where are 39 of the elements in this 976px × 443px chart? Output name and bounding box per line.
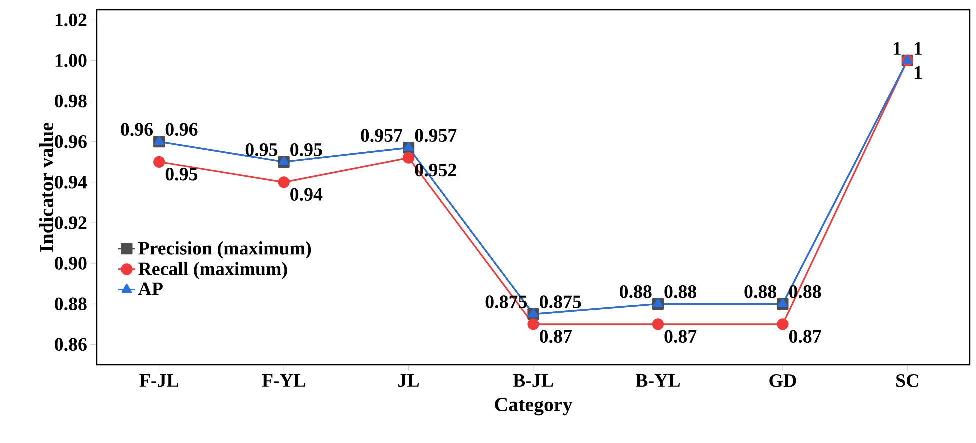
data-label: 0.96 xyxy=(166,123,198,136)
data-label: 0.88 xyxy=(620,286,652,298)
x-tick-label: SC xyxy=(896,374,918,388)
data-label: 0.88 xyxy=(664,286,697,298)
y-tick-label: 1.02 xyxy=(56,14,87,27)
data-label: 0.88 xyxy=(744,286,776,298)
data-label: 0.957 xyxy=(361,129,403,142)
data-label: 1 xyxy=(914,42,922,55)
data-label: 0.96 xyxy=(121,123,154,136)
y-axis-title: Indicator value xyxy=(39,123,54,252)
data-label: 1 xyxy=(914,66,922,80)
data-label: 0.875 xyxy=(540,296,582,308)
y-tick-label: 1.00 xyxy=(56,54,87,68)
data-label: 0.94 xyxy=(290,188,323,202)
data-label: 0.87 xyxy=(540,330,572,344)
x-axis-title: Category xyxy=(495,398,573,416)
data-label: 0.95 xyxy=(290,143,322,156)
x-tick-label: B-YL xyxy=(636,374,680,387)
data-label: 0.87 xyxy=(789,330,822,344)
y-tick-label: 0.94 xyxy=(55,176,88,189)
data-label: 1 xyxy=(894,42,901,55)
x-tick-label: F-JL xyxy=(140,374,179,388)
data-label: 0.95 xyxy=(166,168,198,181)
y-tick-label: 0.98 xyxy=(55,94,87,108)
x-tick-label: GD xyxy=(770,374,796,388)
legend-label: Recall (maximum) xyxy=(138,262,288,280)
data-label: 0.87 xyxy=(664,330,697,344)
x-tick-label: JL xyxy=(398,374,420,388)
x-tick-label: B-JL xyxy=(513,374,554,388)
y-tick-label: 0.86 xyxy=(55,338,87,352)
y-tick-label: 0.96 xyxy=(55,135,87,148)
legend-label: Precision (maximum) xyxy=(138,242,312,259)
data-label: 0.957 xyxy=(415,129,457,142)
x-tick-label: F-YL xyxy=(262,374,306,387)
legend-label: AP xyxy=(138,282,163,296)
y-tick-label: 0.88 xyxy=(55,298,87,311)
y-tick-label: 0.90 xyxy=(55,257,87,270)
data-label: 0.95 xyxy=(246,143,278,156)
y-tick-label: 0.92 xyxy=(55,216,87,230)
